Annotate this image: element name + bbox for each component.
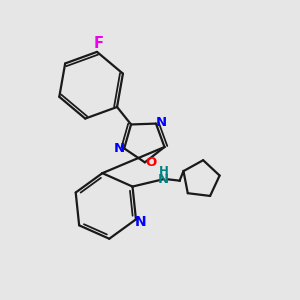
Text: N: N [158, 173, 169, 186]
Text: F: F [94, 36, 103, 51]
Text: H: H [158, 165, 168, 178]
Text: N: N [113, 142, 124, 155]
Text: N: N [156, 116, 167, 129]
Text: O: O [146, 156, 157, 169]
Text: N: N [135, 215, 146, 229]
